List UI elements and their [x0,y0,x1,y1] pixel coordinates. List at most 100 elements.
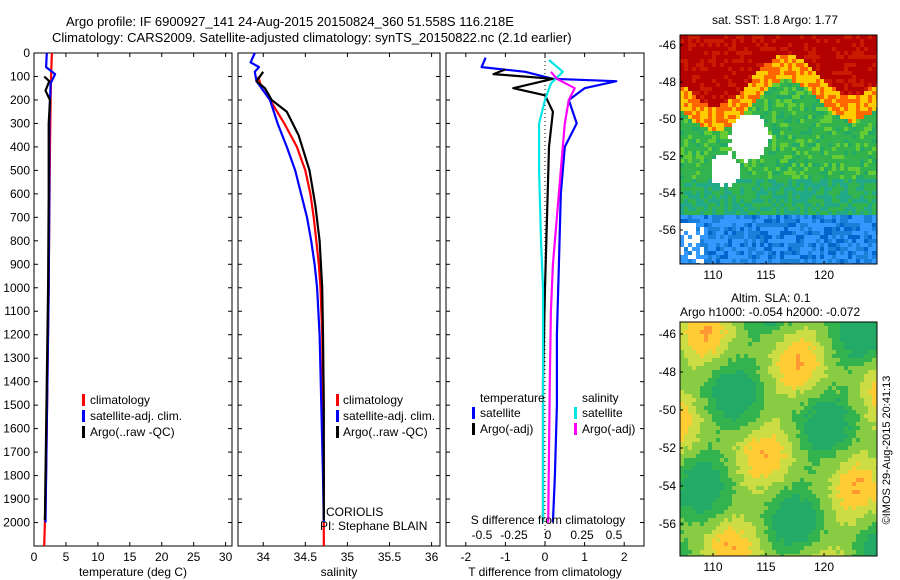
annotation-line: PI: Stephane BLAIN [320,519,427,533]
legend-swatch [82,426,85,438]
y-tick-label: 1300 [3,351,30,365]
y-tick-label: 500 [10,163,30,177]
y-tick-label: -56 [659,223,677,237]
legend-swatch [472,407,475,419]
x-tick-label: 15 [123,550,137,564]
legend-swatch [574,407,577,419]
y-tick-label: -56 [659,517,677,531]
x-tick-label: 120 [814,560,834,574]
x-tick-label: 115 [756,560,775,574]
y-tick-label: 1400 [3,375,30,389]
legend-swatch [574,423,577,435]
legend-swatch [336,410,339,422]
legend-swatch [82,410,85,422]
y-tick-label: 400 [10,140,30,154]
y-tick-label: 1900 [3,492,30,506]
legend-entry: Argo(..raw -QC) [90,425,175,439]
y-tick-label: 1100 [4,304,30,318]
legend-swatch [336,426,339,438]
x-tick-label: 30 [219,550,233,564]
x-axis-label: salinity [321,565,358,579]
legend-swatch [336,394,339,406]
y-tick-label: 1000 [3,281,30,295]
x2-tick-label: 0.5 [606,528,623,542]
panel-sst: 110 115 120 -46 -48 -50 -52 -54 -56 sat. SST: 1.8… [659,13,878,282]
y-tick-label: -46 [659,327,677,341]
x2-tick-label: 0.25 [570,528,594,542]
map-title-line1: Altim. SLA: 0.1 [731,291,811,305]
heatmap-cells [680,322,877,556]
y-tick-label: 0 [23,46,30,60]
x-tick-label: 1 [581,550,588,564]
x-tick-label: 5 [63,550,70,564]
legend-entry: satellite [480,406,521,420]
panel-difference: -2 -1 0 1 2T difference from climatology S di… [445,52,645,579]
x2-tick-label: -0.5 [472,528,493,542]
y-tick-label: 1600 [3,422,30,436]
map-title-line2: Argo h1000: -0.054 h2000: -0.072 [680,305,860,319]
legend-group-title: temperature [480,391,545,405]
x-tick-label: 2 [621,550,628,564]
x-axis-label: T difference from climatology [468,565,622,579]
x-tick-label: 25 [187,550,201,564]
x-tick-label: 34 [257,550,271,564]
y-tick-label: 700 [10,210,30,224]
legend-entry: Argo(-adj) [582,422,635,436]
figure-title-line1: Argo profile: IF 6900927_141 24-Aug-2015… [66,14,514,29]
x-tick-label: 0 [31,550,38,564]
x-tick-label: -1 [500,550,511,564]
y-tick-label: -50 [659,403,677,417]
map-frame [679,34,878,265]
x2-tick-label: -0.25 [500,528,528,542]
x-tick-label: 10 [91,550,105,564]
x-tick-label: 36 [425,550,439,564]
y-tick-label: 2000 [3,516,30,530]
x-tick-label: 110 [703,560,722,574]
y-tick-label: 1700 [3,445,30,459]
legend-entry: satellite-adj. clim. [90,409,182,423]
annotation-line: CORIOLIS [326,505,383,519]
panel-sla: 110 115 120 -46 -48 -50 -52 -54 -56 Altim. SLA: 0… [659,291,893,574]
y-tick-label: 1800 [3,469,30,483]
series-line-argo-raw-qc- [255,71,325,521]
x-tick-label: -2 [460,550,471,564]
x-tick-label: 20 [155,550,169,564]
figure-title-line2: Climatology: CARS2009. Satellite-adjuste… [52,30,572,45]
y-tick-label: -54 [659,186,677,200]
x-tick-label: 0 [542,550,549,564]
legend-entry: climatology [343,393,403,407]
legend-entry: satellite-adj. clim. [343,409,435,423]
y-tick-label: -48 [659,75,677,89]
imos-side-label: ©IMOS 29-Aug-2015 20:41:13 [881,376,893,525]
y-tick-label: 900 [10,257,30,271]
series-line-temperature-satellite [480,57,618,523]
x-tick-label: 110 [703,268,722,282]
y-tick-label: 600 [10,187,30,201]
series-line-salinity-argo-adj- [547,71,576,523]
legend-swatch [82,394,85,406]
y-tick-label: 1500 [3,398,30,412]
y-tick-label: 1200 [3,328,30,342]
series-line-satellite-adj-clim- [249,52,325,523]
x-tick-label: 120 [814,268,834,282]
series-line-argo-raw-qc- [43,75,52,521]
x-tick-label: 35 [341,550,355,564]
x-tick-label: 35.5 [378,550,402,564]
heatmap-cells [680,35,877,264]
y-tick-label: 300 [10,116,30,130]
y-tick-label: -48 [659,365,677,379]
x-tick-label: 34.5 [294,550,318,564]
y-tick-label: -50 [659,112,677,126]
panel-salinity: 34 34.5 35 35.5 36 salinity climatology satelli… [237,52,441,579]
y-tick-label: 800 [10,234,30,248]
y-tick-label: -52 [659,149,677,163]
legend-entry: satellite [582,406,623,420]
y-tick-label: -52 [659,441,677,455]
legend-swatch [472,423,475,435]
y-tick-label: -46 [659,38,677,52]
panel-temperature: 0100200300400500600700800900100011001200… [3,46,232,579]
panel-frame [237,52,441,547]
x2-axis-label: S difference from climatology [471,513,626,527]
legend-entry: Argo(-adj) [480,422,533,436]
